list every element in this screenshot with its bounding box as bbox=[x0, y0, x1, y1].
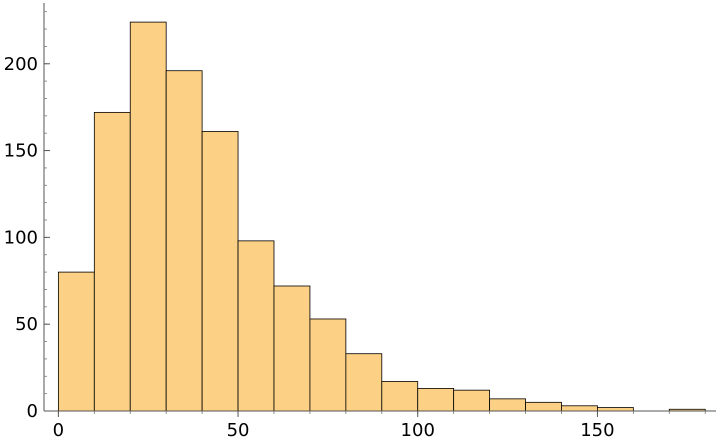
histogram-bar bbox=[525, 401, 562, 412]
y-tick-label: 200 bbox=[4, 54, 38, 75]
histogram-bar bbox=[201, 131, 239, 412]
histogram-bar bbox=[453, 389, 491, 412]
histogram-bar bbox=[93, 111, 131, 412]
histogram-bar bbox=[165, 70, 203, 412]
histogram-bar bbox=[309, 318, 347, 412]
bars-group bbox=[57, 21, 706, 412]
x-tick-label: 100 bbox=[401, 420, 435, 441]
histogram-bar bbox=[417, 388, 455, 412]
histogram-bar bbox=[597, 407, 634, 412]
histogram-bar bbox=[381, 381, 419, 412]
histogram-bar bbox=[129, 21, 167, 412]
y-tick-label: 50 bbox=[15, 314, 38, 335]
x-tick-label: 50 bbox=[227, 420, 250, 441]
x-tick-label: 0 bbox=[53, 420, 64, 441]
y-tick-label: 0 bbox=[27, 401, 38, 422]
y-tick-label: 150 bbox=[4, 141, 38, 162]
histogram-bar bbox=[273, 285, 311, 412]
histogram-bar bbox=[345, 353, 383, 412]
histogram-bar bbox=[57, 271, 95, 412]
histogram-bar bbox=[489, 398, 526, 412]
y-tick-label: 100 bbox=[4, 227, 38, 248]
x-tick-label: 150 bbox=[580, 420, 614, 441]
histogram-bar bbox=[561, 405, 598, 412]
histogram-bar bbox=[237, 240, 275, 412]
axes-group: 0 50 100 150 0 50 100 150 200 bbox=[4, 3, 716, 441]
